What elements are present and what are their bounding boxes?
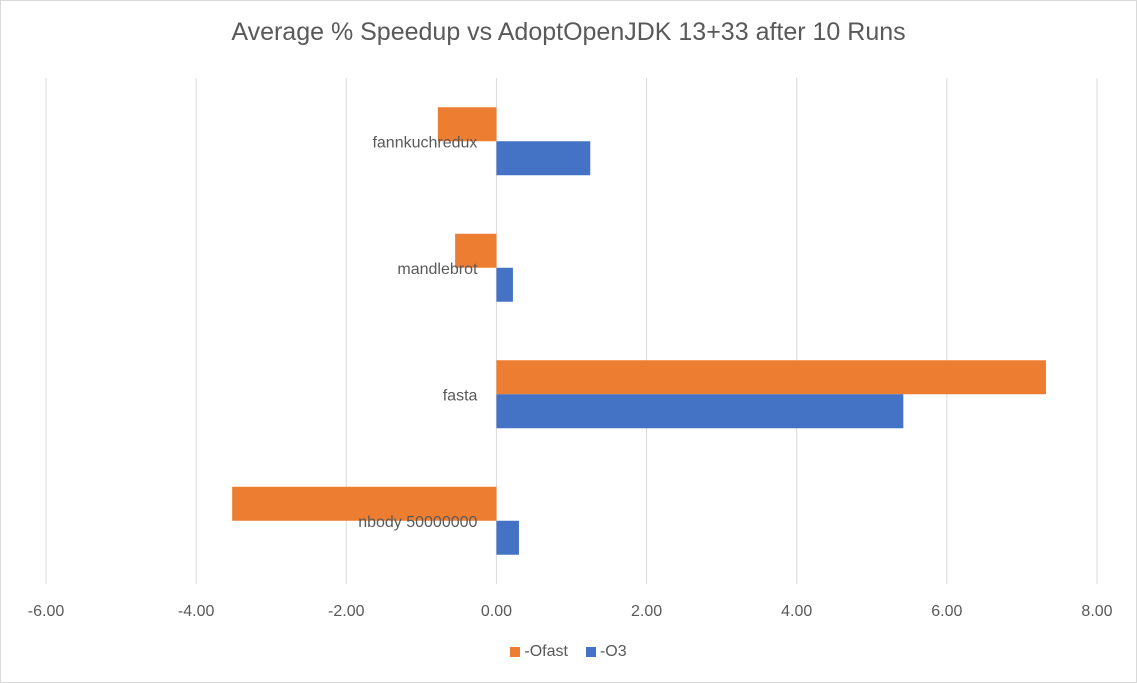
bar-o3 — [496, 520, 519, 555]
x-tick-label: -6.00 — [28, 603, 65, 620]
legend-swatch-o3 — [585, 647, 596, 657]
category-label: mandlebrot — [397, 261, 478, 278]
bar-o3 — [496, 267, 513, 302]
category-label: fannkuchredux — [372, 134, 477, 151]
x-axis-tick-labels: -6.00 -4.00 -2.00 0.00 2.00 4.00 6.00 8.00 — [28, 603, 1113, 620]
legend-item-ofast: -Ofast — [510, 643, 568, 661]
x-tick-label: 6.00 — [931, 603, 962, 620]
legend: -Ofast -O3 — [0, 643, 1137, 661]
legend-item-o3: -O3 — [585, 643, 627, 661]
bar-ofast — [496, 360, 1046, 395]
legend-label-o3: -O3 — [599, 643, 627, 660]
category-label: fasta — [443, 387, 478, 404]
category-labels: fannkuchredux mandlebrot fasta nbody 500000… — [358, 134, 478, 531]
legend-swatch-ofast — [510, 647, 521, 657]
bars — [232, 107, 1046, 555]
x-tick-label: 0.00 — [481, 603, 512, 620]
chart-title: Average % Speedup vs AdoptOpenJDK 13+33 … — [231, 18, 906, 46]
category-label: nbody 50000000 — [358, 514, 477, 531]
legend-label-ofast: -Ofast — [524, 643, 568, 660]
bar-ofast — [437, 107, 497, 142]
bar-ofast — [232, 486, 497, 521]
bar-o3 — [496, 394, 904, 429]
bar-o3 — [496, 141, 591, 176]
x-tick-label: -4.00 — [178, 603, 215, 620]
x-tick-label: 4.00 — [781, 603, 812, 620]
bar-ofast — [455, 233, 497, 268]
x-tick-label: 8.00 — [1081, 603, 1112, 620]
x-tick-label: 2.00 — [631, 603, 662, 620]
x-tick-label: -2.00 — [328, 603, 365, 620]
